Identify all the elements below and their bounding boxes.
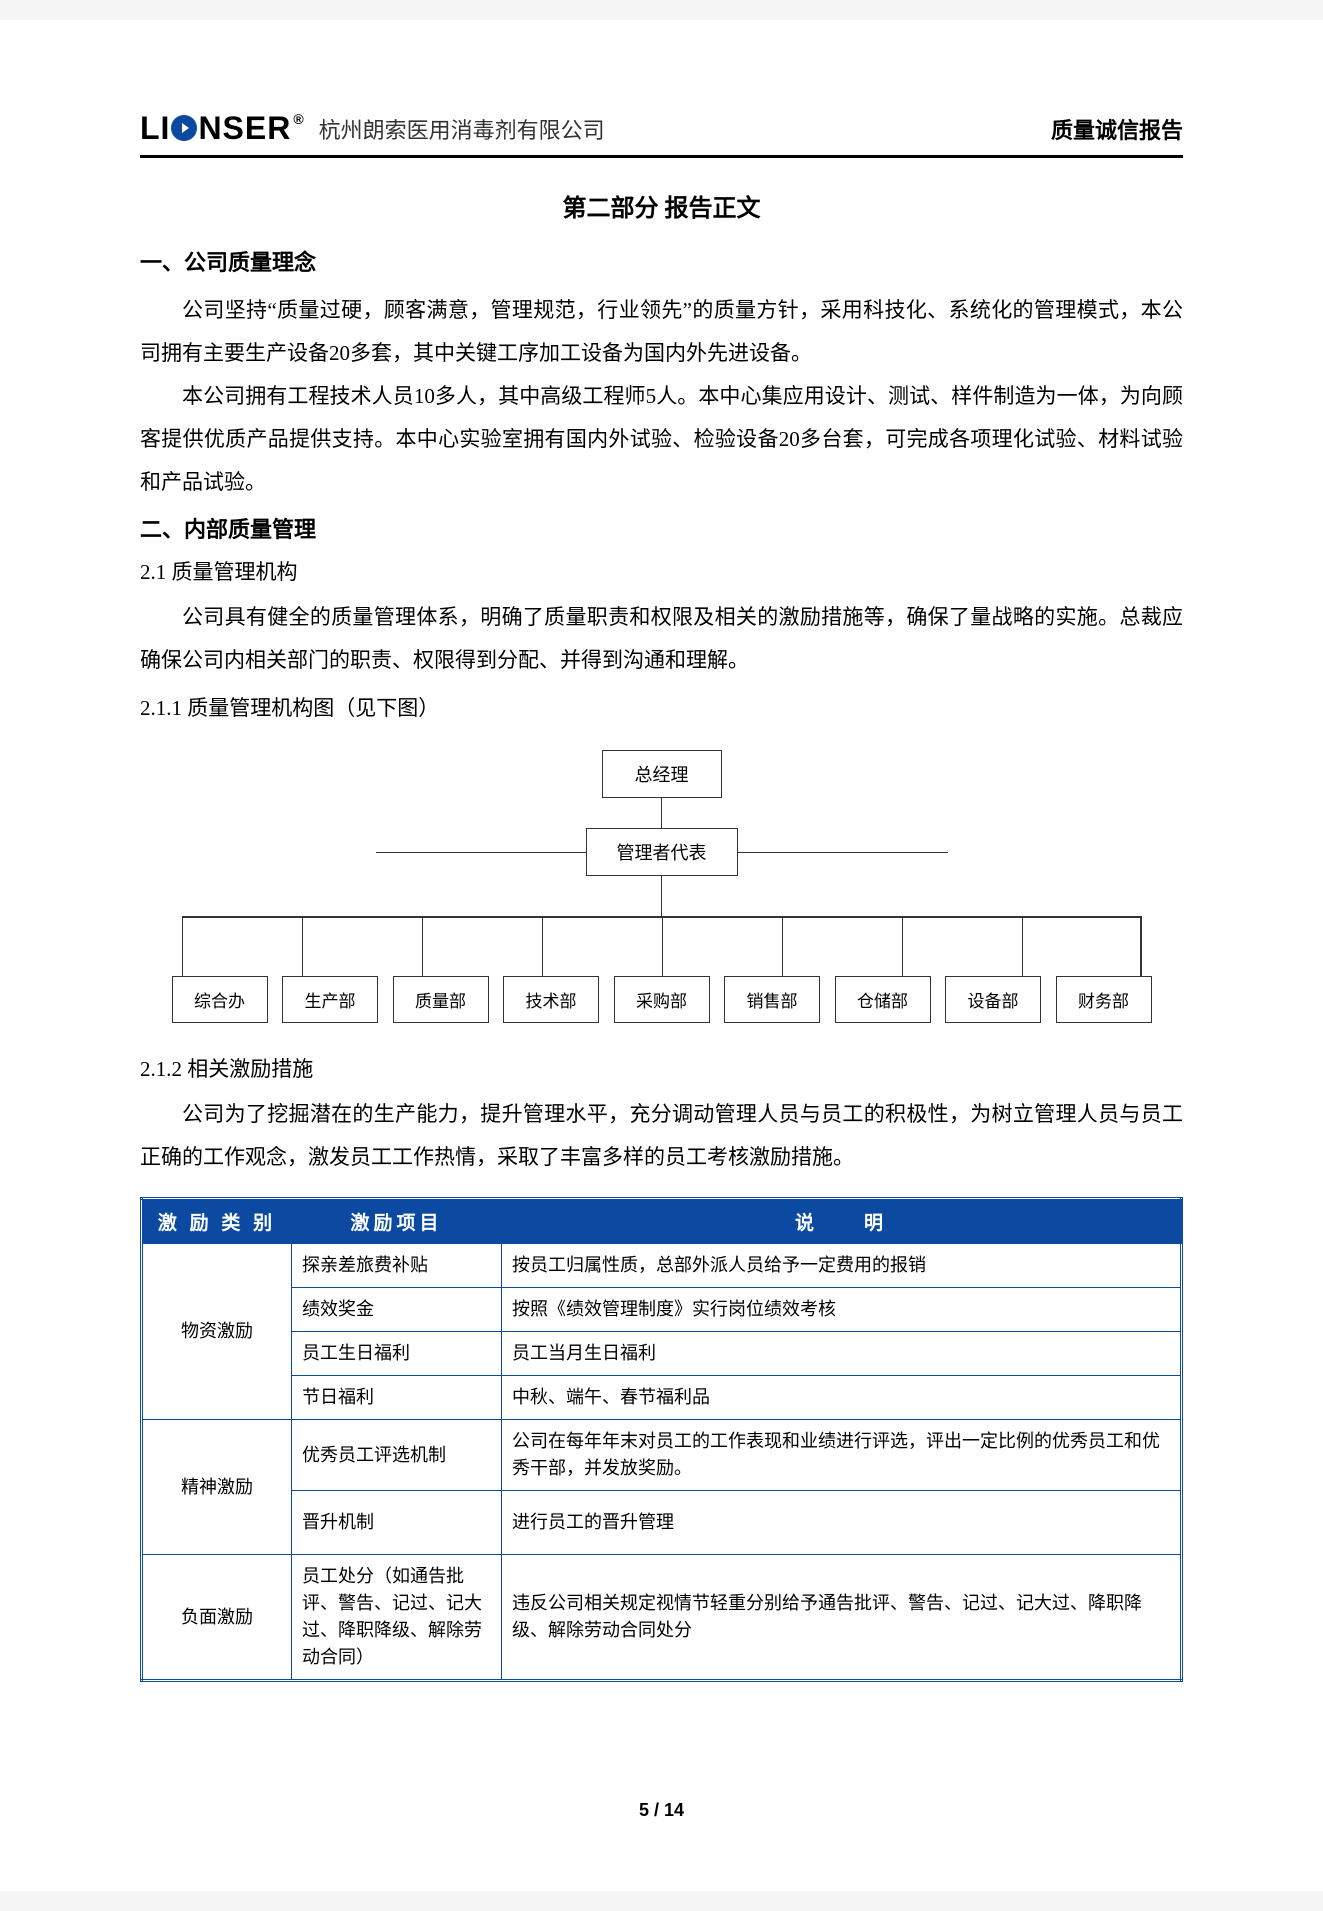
registered-icon: ® [293, 111, 304, 127]
org-dept: 设备部 [945, 976, 1041, 1023]
table-cell-cat: 精神激励 [142, 1420, 292, 1555]
company-name: 杭州朗索医用消毒剂有限公司 [319, 113, 605, 145]
table-cell-cat: 负面激励 [142, 1555, 292, 1681]
table-row: 负面激励 员工处分（如通告批评、警告、记过、记大过、降职降级、解除劳动合同） 违… [142, 1555, 1182, 1681]
paragraph: 公司坚持“质量过硬，顾客满意，管理规范，行业领先”的质量方针，采用科技化、系统化… [140, 289, 1183, 375]
logo-play-icon [171, 115, 197, 141]
org-connector [422, 916, 424, 976]
org-connector [1022, 916, 1024, 976]
heading-1: 一、公司质量理念 [140, 245, 1183, 277]
org-dept-row: 综合办 生产部 质量部 技术部 采购部 销售部 仓储部 设备部 财务部 [172, 976, 1152, 1023]
table-cell-desc: 进行员工的晋升管理 [502, 1491, 1182, 1555]
org-dept: 综合办 [172, 976, 268, 1023]
table-cell-item: 节日福利 [292, 1376, 502, 1420]
table-cell-desc: 按员工归属性质，总部外派人员给予一定费用的报销 [502, 1244, 1182, 1288]
org-connector [542, 916, 544, 976]
org-connector [376, 852, 586, 854]
logo-group: LI NSER ® 杭州朗索医用消毒剂有限公司 [140, 110, 605, 147]
logo-text-right: NSER [198, 110, 291, 147]
org-dept: 技术部 [503, 976, 599, 1023]
table-cell-item: 员工处分（如通告批评、警告、记过、记大过、降职降级、解除劳动合同） [292, 1555, 502, 1681]
table-cell-item: 绩效奖金 [292, 1288, 502, 1332]
incentive-table: 激 励 类 别 激励项目 说 明 物资激励 探亲差旅费补贴 按员工归属性质，总部… [140, 1197, 1183, 1682]
table-row: 精神激励 优秀员工评选机制 公司在每年年末对员工的工作表现和业绩进行评选，评出一… [142, 1420, 1182, 1491]
logo-text-left: LI [140, 110, 170, 147]
page-number: 5 / 14 [0, 1800, 1323, 1821]
table-cell-cat: 物资激励 [142, 1244, 292, 1420]
org-dept: 质量部 [393, 976, 489, 1023]
table-row: 物资激励 探亲差旅费补贴 按员工归属性质，总部外派人员给予一定费用的报销 [142, 1244, 1182, 1288]
org-connector [902, 916, 904, 976]
table-cell-desc: 按照《绩效管理制度》实行岗位绩效考核 [502, 1288, 1182, 1332]
table-row: 绩效奖金 按照《绩效管理制度》实行岗位绩效考核 [142, 1288, 1182, 1332]
table-row: 员工生日福利 员工当月生日福利 [142, 1332, 1182, 1376]
section-title: 第二部分 报告正文 [140, 188, 1183, 223]
table-cell-item: 晋升机制 [292, 1491, 502, 1555]
org-dept: 生产部 [282, 976, 378, 1023]
org-dept: 财务部 [1056, 976, 1152, 1023]
org-connector [1140, 916, 1142, 976]
page-header: LI NSER ® 杭州朗索医用消毒剂有限公司 质量诚信报告 [140, 110, 1183, 158]
subheading-2-1-1: 2.1.1 质量管理机构图（见下图） [140, 692, 1183, 722]
table-cell-item: 员工生日福利 [292, 1332, 502, 1376]
table-row: 晋升机制 进行员工的晋升管理 [142, 1491, 1182, 1555]
org-connector [662, 916, 664, 976]
org-dept: 销售部 [724, 976, 820, 1023]
heading-2: 二、内部质量管理 [140, 512, 1183, 544]
table-header-row: 激 励 类 别 激励项目 说 明 [142, 1199, 1182, 1244]
org-node-rep: 管理者代表 [586, 828, 738, 876]
org-connector [302, 916, 304, 976]
document-title: 质量诚信报告 [1051, 113, 1183, 145]
paragraph: 公司具有健全的质量管理体系，明确了质量职责和权限及相关的激励措施等，确保了量战略… [140, 596, 1183, 682]
table-header-cat: 激 励 类 别 [142, 1199, 292, 1244]
subheading-2-1: 2.1 质量管理机构 [140, 556, 1183, 586]
org-rep-row: 管理者代表 [376, 828, 948, 876]
table-cell-desc: 中秋、端午、春节福利品 [502, 1376, 1182, 1420]
org-dept: 仓储部 [835, 976, 931, 1023]
subheading-2-1-2: 2.1.2 相关激励措施 [140, 1053, 1183, 1083]
table-row: 节日福利 中秋、端午、春节福利品 [142, 1376, 1182, 1420]
org-dept: 采购部 [614, 976, 710, 1023]
table-cell-desc: 公司在每年年末对员工的工作表现和业绩进行评选，评出一定比例的优秀员工和优秀干部，… [502, 1420, 1182, 1491]
org-connector [738, 852, 948, 854]
table-cell-item: 优秀员工评选机制 [292, 1420, 502, 1491]
paragraph: 本公司拥有工程技术人员10多人，其中高级工程师5人。本中心集应用设计、测试、样件… [140, 375, 1183, 504]
table-cell-item: 探亲差旅费补贴 [292, 1244, 502, 1288]
table-header-item: 激励项目 [292, 1199, 502, 1244]
org-connector [661, 876, 663, 916]
org-node-top: 总经理 [602, 750, 722, 798]
org-chart: 总经理 管理者代表 综合办 生产部 质量部 技术部 采购部 销售部 [140, 750, 1183, 1023]
org-connector [661, 798, 663, 828]
org-connector [182, 916, 184, 976]
org-connector [782, 916, 784, 976]
paragraph: 公司为了挖掘潜在的生产能力，提升管理水平，充分调动管理人员与员工的积极性，为树立… [140, 1093, 1183, 1179]
org-dept-connector [182, 916, 1142, 976]
table-cell-desc: 违反公司相关规定视情节轻重分别给予通告批评、警告、记过、记大过、降职降级、解除劳… [502, 1555, 1182, 1681]
table-cell-desc: 员工当月生日福利 [502, 1332, 1182, 1376]
page-container: LI NSER ® 杭州朗索医用消毒剂有限公司 质量诚信报告 第二部分 报告正文… [0, 20, 1323, 1891]
logo: LI NSER ® [140, 110, 305, 147]
table-header-desc: 说 明 [502, 1199, 1182, 1244]
